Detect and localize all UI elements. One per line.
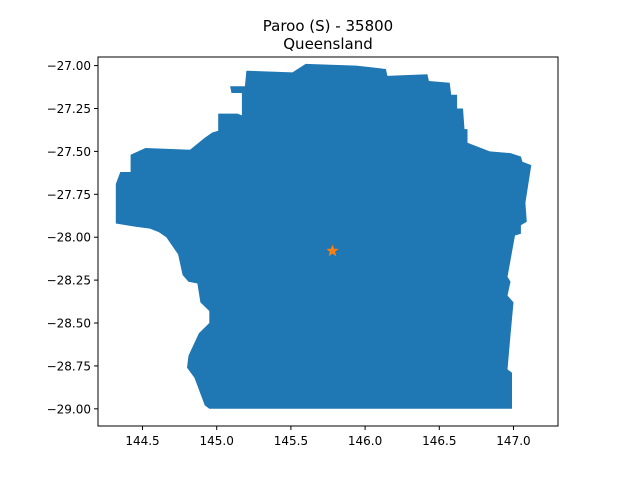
centroid-star-marker (326, 244, 339, 257)
y-axis: −27.00 −27.25 −27.50 −27.75 −28.00 −28.25 −28.… (47, 59, 98, 416)
y-tick-label: −29.00 (47, 402, 91, 416)
x-tick-label: 146.5 (422, 434, 456, 448)
y-tick-label: −28.00 (47, 231, 91, 245)
x-axis: 144.5 145.0 145.5 146.0 146.5 147.0 (125, 426, 531, 448)
x-tick-label: 145.5 (274, 434, 308, 448)
x-tick-label: 147.0 (496, 434, 530, 448)
y-tick-label: −28.75 (47, 359, 91, 373)
y-tick-label: −27.25 (47, 102, 91, 116)
region-polygon (115, 63, 532, 409)
y-tick-label: −28.50 (47, 317, 91, 331)
y-tick-label: −27.75 (47, 188, 91, 202)
chart-title: Paroo (S) - 35800 (263, 17, 393, 35)
axes-frame (97, 56, 559, 427)
x-tick-label: 145.0 (200, 434, 234, 448)
y-tick-label: −27.50 (47, 145, 91, 159)
x-tick-label: 146.0 (348, 434, 382, 448)
y-tick-label: −27.00 (47, 59, 91, 73)
map-layer (115, 63, 532, 409)
chart-subtitle: Queensland (283, 35, 372, 53)
y-tick-label: −28.25 (47, 274, 91, 288)
x-tick-label: 144.5 (125, 434, 159, 448)
